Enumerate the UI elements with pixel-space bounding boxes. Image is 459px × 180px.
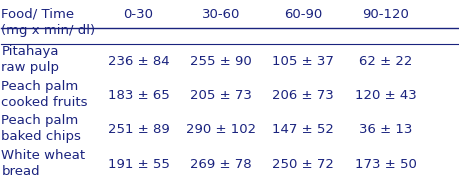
Text: 30-60: 30-60	[201, 8, 240, 21]
Text: 147 ± 52: 147 ± 52	[272, 123, 333, 136]
Text: Pitahaya
raw pulp: Pitahaya raw pulp	[1, 45, 59, 74]
Text: 62 ± 22: 62 ± 22	[358, 55, 411, 68]
Text: 120 ± 43: 120 ± 43	[354, 89, 415, 102]
Text: 290 ± 102: 290 ± 102	[185, 123, 255, 136]
Text: 250 ± 72: 250 ± 72	[272, 158, 333, 171]
Text: Peach palm
cooked fruits: Peach palm cooked fruits	[1, 80, 88, 109]
Text: 269 ± 78: 269 ± 78	[190, 158, 251, 171]
Text: 251 ± 89: 251 ± 89	[107, 123, 169, 136]
Text: 0-30: 0-30	[123, 8, 153, 21]
Text: 173 ± 50: 173 ± 50	[354, 158, 415, 171]
Text: 36 ± 13: 36 ± 13	[358, 123, 411, 136]
Text: 183 ± 65: 183 ± 65	[107, 89, 169, 102]
Text: 236 ± 84: 236 ± 84	[107, 55, 169, 68]
Text: 90-120: 90-120	[361, 8, 408, 21]
Text: 191 ± 55: 191 ± 55	[107, 158, 169, 171]
Text: 205 ± 73: 205 ± 73	[190, 89, 251, 102]
Text: 255 ± 90: 255 ± 90	[190, 55, 251, 68]
Text: 60-90: 60-90	[283, 8, 322, 21]
Text: Peach palm
baked chips: Peach palm baked chips	[1, 114, 81, 143]
Text: Food/ Time
(mg x min/ dl): Food/ Time (mg x min/ dl)	[1, 8, 95, 37]
Text: 105 ± 37: 105 ± 37	[272, 55, 333, 68]
Text: White wheat
bread: White wheat bread	[1, 148, 85, 177]
Text: 206 ± 73: 206 ± 73	[272, 89, 333, 102]
